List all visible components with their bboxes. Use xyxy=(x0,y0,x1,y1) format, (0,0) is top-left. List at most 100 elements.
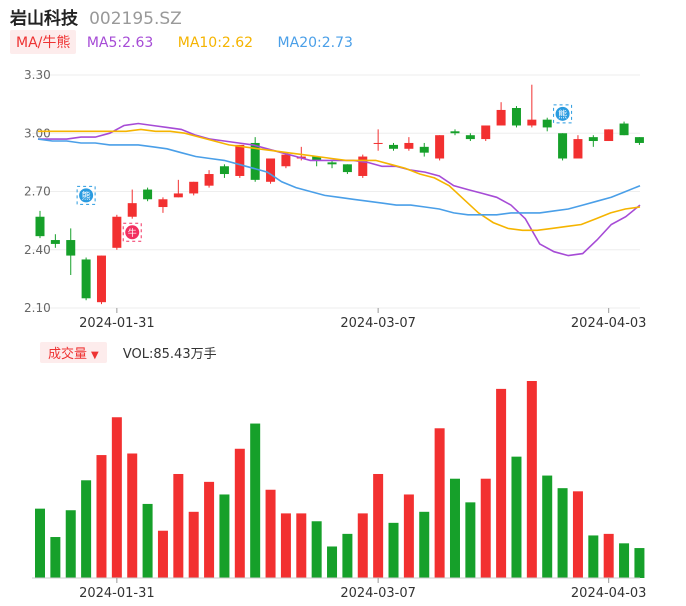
candle-body xyxy=(127,203,137,217)
volume-bar xyxy=(496,388,507,578)
candle xyxy=(281,154,291,169)
signal-label: 熊 xyxy=(82,190,91,202)
volume-bar xyxy=(127,453,138,578)
volume-bar xyxy=(465,502,476,578)
signal-marker: 牛 xyxy=(122,222,142,242)
volume-bar xyxy=(357,513,368,578)
candle-body xyxy=(542,119,552,128)
ma20-line xyxy=(37,138,641,216)
candle-body xyxy=(173,193,183,198)
volume-bar xyxy=(342,533,353,578)
candle-body xyxy=(588,137,598,142)
candle-body xyxy=(35,216,45,237)
candle-body xyxy=(66,240,76,256)
candle xyxy=(158,197,168,213)
x-tick-label: 2024-01-31 xyxy=(79,586,155,601)
volume-bar xyxy=(526,381,537,578)
ma20-label: MA20:2.73 xyxy=(277,35,353,51)
volume-bar xyxy=(419,511,430,578)
signal-marker: 熊 xyxy=(76,185,96,205)
candle xyxy=(312,156,322,167)
candle-body xyxy=(281,154,291,167)
volume-toggle-button[interactable]: 成交量 ▼ xyxy=(40,342,107,363)
candle-body xyxy=(527,119,537,126)
candle xyxy=(173,179,183,198)
candle xyxy=(342,164,352,175)
signal-label: 熊 xyxy=(558,108,567,120)
volume-bar xyxy=(219,494,230,578)
candle-body xyxy=(50,240,60,244)
candle xyxy=(604,129,614,142)
volume-bar xyxy=(81,480,92,578)
candle xyxy=(66,228,76,275)
candle xyxy=(250,137,260,182)
volume-bar xyxy=(111,417,122,578)
volume-bar xyxy=(511,456,522,578)
price-candles xyxy=(35,84,644,305)
candle-body xyxy=(435,135,445,159)
candle-body xyxy=(496,109,506,126)
price-y-ticks: 3.30 3.00 2.70 2.40 2.10 xyxy=(24,68,51,315)
signal-marker: 熊 xyxy=(553,104,573,124)
stock-name: 岩山科技 xyxy=(10,9,78,29)
volume-bar xyxy=(250,423,261,578)
x-tick-label: 2024-03-07 xyxy=(340,316,416,330)
price-y-tick-label: 2.40 xyxy=(24,243,51,257)
volume-legend: 成交量 ▼ VOL:85.43万手 xyxy=(40,342,217,363)
volume-bar xyxy=(588,535,599,578)
volume-bar xyxy=(65,510,76,578)
signal-frame xyxy=(553,104,573,124)
signal-badge-icon xyxy=(555,106,570,121)
candle-body xyxy=(634,137,644,143)
price-y-tick-label: 2.10 xyxy=(24,301,51,315)
x-tick-label: 2024-04-03 xyxy=(571,586,647,601)
candle xyxy=(112,214,122,250)
x-tick-label: 2024-04-03 xyxy=(571,316,647,330)
candle xyxy=(50,234,60,248)
volume-value: VOL:85.43万手 xyxy=(122,347,217,362)
signal-label: 牛 xyxy=(128,227,137,239)
price-chart: 3.303.002.702.402.10 熊牛熊 2024-01-31 2024-… xyxy=(24,68,646,330)
candle-body xyxy=(604,129,614,142)
price-y-tick-label: 3.00 xyxy=(24,126,51,140)
candle-body xyxy=(465,135,475,140)
candle-body xyxy=(481,125,491,140)
candle xyxy=(542,117,552,132)
candle xyxy=(558,133,568,161)
candle xyxy=(389,142,399,151)
price-grid xyxy=(32,74,640,309)
volume-bar xyxy=(542,475,553,578)
ma5-label: MA5:2.63 xyxy=(86,35,154,51)
ma-legend: MA/牛熊 MA5:2.63 MA10:2.62 MA20:2.73 xyxy=(10,30,367,54)
candle xyxy=(266,158,276,184)
candle xyxy=(450,129,460,136)
signal-badge-icon xyxy=(125,225,140,240)
stock-code: 002195.SZ xyxy=(89,9,182,29)
candle xyxy=(404,137,414,151)
moving-averages xyxy=(37,122,641,257)
candle xyxy=(219,164,229,178)
volume-bar xyxy=(188,511,199,578)
candle-body xyxy=(450,131,460,134)
signal-markers: 熊牛 熊 xyxy=(76,104,573,242)
candle-body xyxy=(81,259,91,299)
candle xyxy=(634,137,644,145)
candle-body xyxy=(342,164,352,173)
volume-bar xyxy=(327,546,338,578)
ma-toggle-button[interactable]: MA/牛熊 xyxy=(10,30,77,54)
volume-bar xyxy=(96,455,107,578)
candle-body xyxy=(189,181,199,194)
candle-body xyxy=(235,144,245,176)
volume-bar xyxy=(204,481,215,578)
candle xyxy=(235,144,245,178)
candle xyxy=(465,133,475,142)
candle xyxy=(35,210,45,239)
volume-bar xyxy=(480,478,491,578)
candle-body xyxy=(558,133,568,159)
ma10-label: MA10:2.62 xyxy=(177,35,254,51)
candle xyxy=(496,102,506,126)
volume-toggle-label: 成交量 xyxy=(48,347,88,362)
volume-bar xyxy=(634,548,645,578)
candle xyxy=(327,160,337,169)
price-x-ticks: 2024-01-31 2024-03-07 2024-04-03 xyxy=(79,308,646,330)
